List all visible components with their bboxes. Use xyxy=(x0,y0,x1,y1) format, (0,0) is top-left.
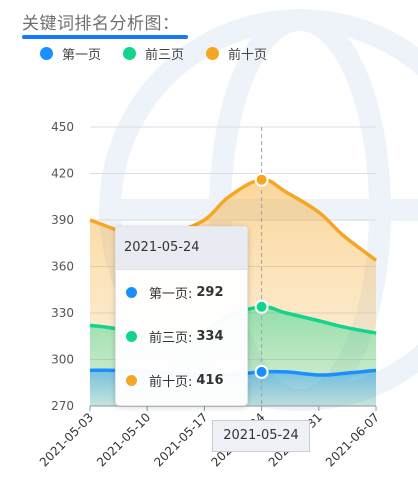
title-underline xyxy=(22,35,188,39)
data-point-series-top-10-pages xyxy=(254,172,269,187)
data-point-series-first-page xyxy=(254,364,269,379)
x-tick-label: 2021-05-03 xyxy=(37,410,96,469)
tooltip-row-label: 前十页: xyxy=(149,374,193,390)
y-tick-label: 270 xyxy=(51,399,74,413)
tooltip-row-value: 334 xyxy=(196,328,224,344)
legend-item-page-1[interactable]: 第一页 xyxy=(40,44,101,63)
tooltip-row-page-1: 第一页: 292 xyxy=(116,270,247,314)
circle-icon xyxy=(123,47,137,60)
y-tick-label: 360 xyxy=(51,260,74,274)
legend-label: 第一页 xyxy=(62,48,102,63)
chart-tooltip: 2021-05-24 第一页: 292 前三页: 334 前十页: 416 xyxy=(115,226,248,406)
page-title: 关键词排名分析图： xyxy=(22,14,180,34)
tooltip-row-value: 416 xyxy=(196,372,224,388)
circle-icon xyxy=(206,47,220,60)
x-tick-label: 2021-05-10 xyxy=(94,410,153,469)
tooltip-date: 2021-05-24 xyxy=(116,227,247,270)
axis-pointer-label: 2021-05-24 xyxy=(212,420,310,452)
tooltip-row-label: 第一页: xyxy=(149,286,193,302)
x-tick-label: 2021-05-17 xyxy=(151,410,210,469)
data-point-series-top-3-pages xyxy=(254,299,269,314)
y-tick-label: 390 xyxy=(51,213,74,227)
y-tick-label: 330 xyxy=(51,306,74,320)
tooltip-row-top-3-pages: 前三页: 334 xyxy=(116,314,247,358)
legend-item-top-3-pages[interactable]: 前三页 xyxy=(123,44,184,63)
legend-item-top-10-pages[interactable]: 前十页 xyxy=(206,44,267,63)
legend-label: 前三页 xyxy=(145,48,185,63)
y-tick-label: 450 xyxy=(51,120,74,134)
tooltip-row-value: 292 xyxy=(196,284,224,300)
tooltip-row-top-10-pages: 前十页: 416 xyxy=(116,358,247,402)
circle-icon xyxy=(126,330,137,342)
legend-label: 前十页 xyxy=(228,48,268,63)
x-tick-label: 2021-06-07 xyxy=(323,410,382,469)
circle-icon xyxy=(126,286,137,298)
y-tick-label: 420 xyxy=(51,167,74,181)
tooltip-row-label: 前三页: xyxy=(149,330,193,346)
y-tick-label: 300 xyxy=(51,353,74,367)
circle-icon xyxy=(126,374,137,386)
circle-icon xyxy=(40,47,53,60)
chart-legend: 第一页 前三页 前十页 xyxy=(40,44,267,63)
